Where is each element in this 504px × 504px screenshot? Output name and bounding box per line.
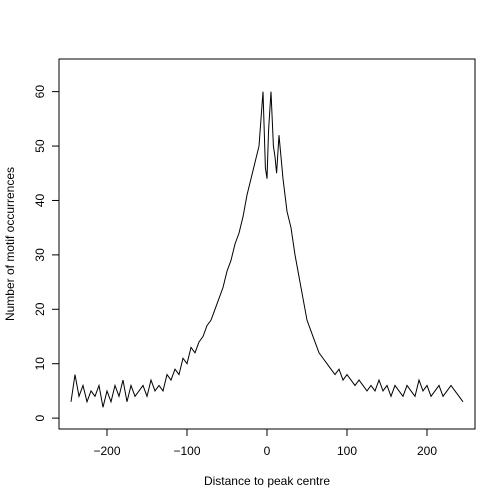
y-tick-label: 0 xyxy=(33,414,47,421)
x-axis: −200 −100 0 100 200 xyxy=(93,428,437,458)
y-axis-title: Number of motif occurrences xyxy=(3,167,17,321)
x-axis-title: Distance to peak centre xyxy=(204,474,330,488)
y-tick-label: 10 xyxy=(33,357,47,371)
y-axis: 0 10 20 30 40 50 60 xyxy=(33,85,60,421)
x-tick-label: −100 xyxy=(173,444,200,458)
x-tick-label: −200 xyxy=(93,444,120,458)
x-tick-label: 0 xyxy=(264,444,271,458)
y-tick-label: 60 xyxy=(33,85,47,99)
motif-count-series-line xyxy=(70,91,464,408)
y-tick-label: 30 xyxy=(33,248,47,262)
y-tick-label: 20 xyxy=(33,302,47,316)
y-tick-label: 50 xyxy=(33,139,47,153)
x-tick-label: 100 xyxy=(337,444,357,458)
x-tick-label: 200 xyxy=(417,444,437,458)
y-tick-label: 40 xyxy=(33,193,47,207)
plot-frame xyxy=(58,58,476,430)
